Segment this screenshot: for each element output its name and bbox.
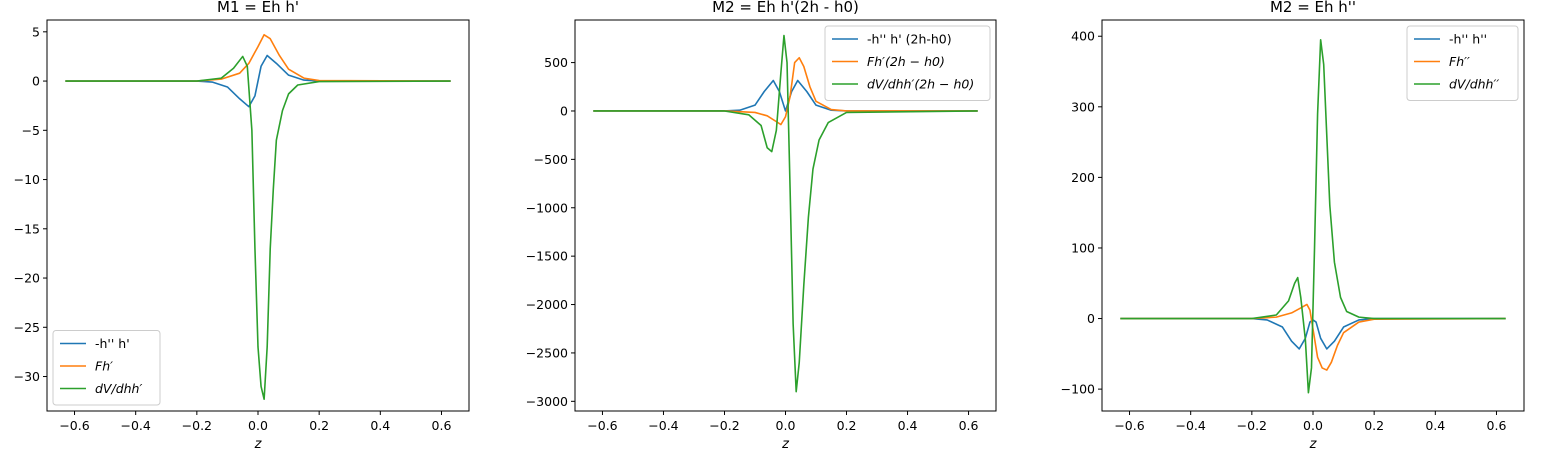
series-line-2 bbox=[65, 33, 451, 82]
x-tick-label: 0.0 bbox=[776, 418, 796, 433]
y-tick-label: −30 bbox=[14, 369, 40, 384]
x-tick-label: 0.6 bbox=[1487, 418, 1507, 433]
x-tick-label: −0.4 bbox=[648, 418, 678, 433]
legend-entry: Fh′′ bbox=[1449, 54, 1470, 69]
legend-entry: dV/dhh′′ bbox=[1449, 77, 1499, 92]
chart-title: M2 = Eh h'(2h - h0) bbox=[712, 0, 859, 16]
y-tick-label: −5 bbox=[22, 123, 40, 138]
y-tick-label: 0 bbox=[32, 74, 40, 89]
y-tick-label: −500 bbox=[534, 152, 568, 167]
x-axis-label: z bbox=[254, 437, 263, 450]
chart-panel-1: M1 = Eh h' −0.6 −0.4 −0.2 0.0 0.2 0.4 0.6 5 0 −5 −1… bbox=[14, 0, 470, 450]
x-tick-label: −0.6 bbox=[1114, 418, 1144, 433]
legend-box bbox=[1406, 25, 1519, 101]
y-tick-label: −15 bbox=[14, 221, 40, 236]
y-tick-label: −20 bbox=[14, 271, 40, 286]
legend-entry: -h'' h' (2h-h0) bbox=[867, 32, 952, 47]
x-tick-label: 0.2 bbox=[837, 418, 857, 433]
y-tick-label: −3000 bbox=[526, 394, 568, 409]
series-line-1 bbox=[593, 79, 978, 112]
y-tick-label: 500 bbox=[544, 55, 568, 70]
y-tick-label: −2500 bbox=[526, 345, 568, 360]
legend-entry: dV/dhh′(2h − h0) bbox=[867, 77, 974, 92]
legend: -h'' h' Fh′ dV/dhh′ bbox=[52, 330, 161, 406]
x-tick-label: −0.6 bbox=[59, 418, 89, 433]
chart-panel-3: M2 = Eh h'' −0.6 −0.4 −0.2 0.0 0.2 0.4 0.6 400 30… bbox=[1061, 0, 1525, 450]
y-tick-label: −10 bbox=[14, 172, 40, 187]
x-tick-label: −0.2 bbox=[1237, 418, 1267, 433]
y-tick-label: −25 bbox=[14, 320, 40, 335]
x-tick-label: −0.4 bbox=[121, 418, 151, 433]
series-line-2 bbox=[593, 56, 978, 126]
x-tick-label: 0.2 bbox=[309, 418, 329, 433]
x-axis-label: z bbox=[1309, 437, 1318, 450]
x-tick-label: 0.0 bbox=[1303, 418, 1323, 433]
legend-entry: Fh′ bbox=[95, 359, 113, 374]
series-line-3 bbox=[1120, 38, 1506, 394]
x-tick-label: 0.4 bbox=[898, 418, 918, 433]
x-tick-label: −0.2 bbox=[709, 418, 739, 433]
x-tick-label: −0.6 bbox=[587, 418, 617, 433]
legend-box bbox=[824, 25, 991, 101]
y-tick-label: −1500 bbox=[526, 249, 568, 264]
series-line-2 bbox=[1120, 303, 1506, 371]
y-tick-label: 0 bbox=[560, 103, 568, 118]
x-tick-label: 0.0 bbox=[248, 418, 268, 433]
y-tick-label: −1000 bbox=[526, 200, 568, 215]
chart-title: M1 = Eh h' bbox=[217, 0, 299, 16]
x-tick-label: −0.4 bbox=[1176, 418, 1206, 433]
x-tick-label: 0.4 bbox=[370, 418, 390, 433]
legend-box bbox=[52, 330, 161, 406]
y-tick-label: 300 bbox=[1071, 99, 1095, 114]
y-tick-label: 200 bbox=[1071, 170, 1095, 185]
series-line-1 bbox=[65, 54, 451, 108]
y-tick-label: 100 bbox=[1071, 240, 1095, 255]
y-tick-label: 0 bbox=[1087, 311, 1095, 326]
x-tick-label: 0.2 bbox=[1364, 418, 1384, 433]
legend-entry: -h'' h'' bbox=[1449, 32, 1487, 47]
chart-panel-2: M2 = Eh h'(2h - h0) −0.6 −0.4 −0.2 0.0 0.2 0.4… bbox=[526, 0, 997, 450]
y-tick-label: 5 bbox=[32, 24, 40, 39]
x-tick-label: 0.6 bbox=[432, 418, 452, 433]
y-tick-label: −2000 bbox=[526, 297, 568, 312]
legend: -h'' h'' Fh′′ dV/dhh′′ bbox=[1406, 25, 1519, 101]
y-tick-label: −100 bbox=[1061, 382, 1095, 397]
x-tick-label: −0.2 bbox=[182, 418, 212, 433]
legend-entry: Fh′(2h − h0) bbox=[867, 54, 945, 69]
y-tick-label: 400 bbox=[1071, 29, 1095, 44]
series-line-3 bbox=[593, 34, 978, 393]
legend-entry: dV/dhh′ bbox=[95, 381, 142, 396]
legend: -h'' h' (2h-h0) Fh′(2h − h0) dV/dhh′(2h − … bbox=[824, 25, 991, 101]
x-tick-label: 0.4 bbox=[1425, 418, 1445, 433]
legend-entry: -h'' h' bbox=[95, 336, 130, 351]
x-axis-label: z bbox=[781, 437, 790, 450]
x-tick-label: 0.6 bbox=[959, 418, 979, 433]
series-line-3 bbox=[65, 55, 451, 400]
chart-title: M2 = Eh h'' bbox=[1270, 0, 1356, 16]
